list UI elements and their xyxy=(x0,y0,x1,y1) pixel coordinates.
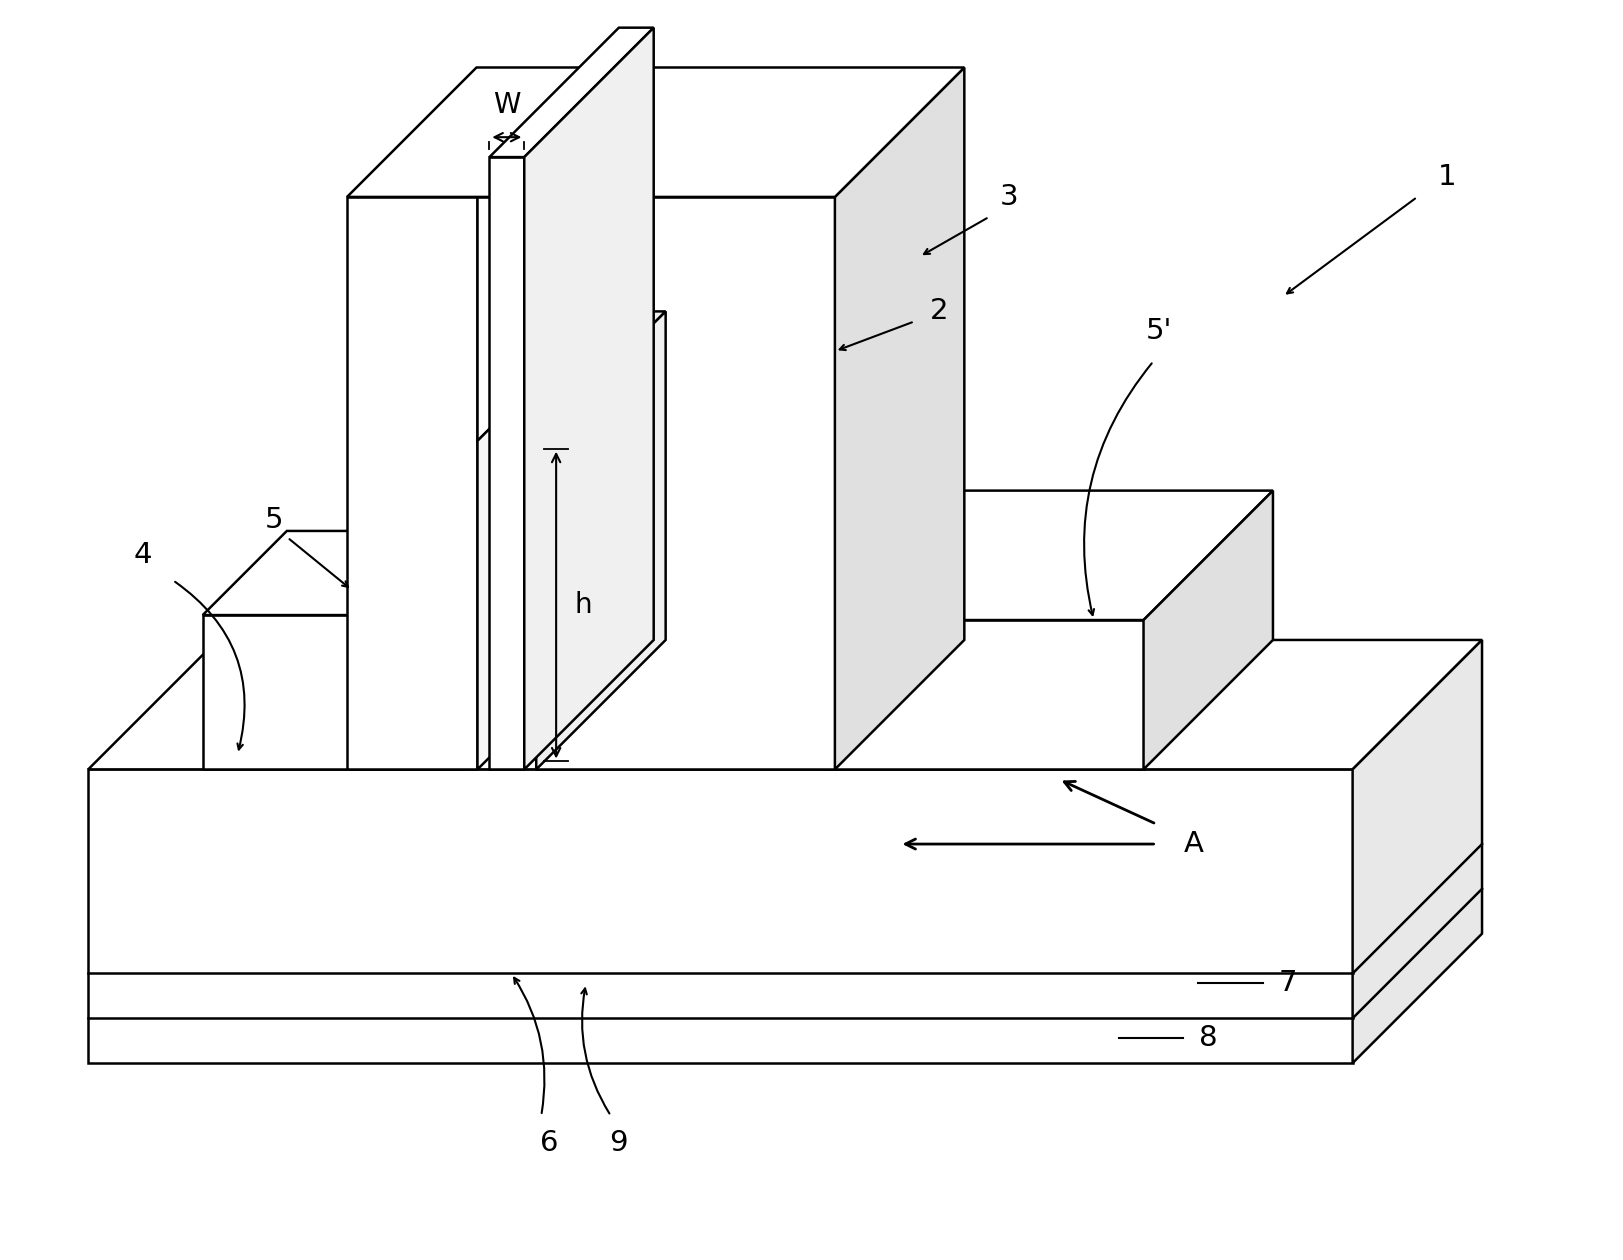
Polygon shape xyxy=(536,197,834,770)
Text: 8: 8 xyxy=(1198,1024,1217,1052)
Text: 6: 6 xyxy=(539,1129,558,1157)
Polygon shape xyxy=(489,28,654,158)
Polygon shape xyxy=(823,490,1272,620)
Text: 2: 2 xyxy=(930,297,948,325)
Polygon shape xyxy=(1143,490,1272,770)
Text: A: A xyxy=(1183,830,1203,858)
Polygon shape xyxy=(203,615,463,770)
Text: W: W xyxy=(493,91,521,120)
Polygon shape xyxy=(477,311,607,770)
Polygon shape xyxy=(489,158,524,770)
Text: 1: 1 xyxy=(1436,163,1456,192)
Polygon shape xyxy=(347,197,477,770)
Polygon shape xyxy=(463,530,547,770)
Polygon shape xyxy=(203,530,547,615)
Text: h: h xyxy=(573,591,591,619)
Text: 3: 3 xyxy=(1000,183,1018,210)
Polygon shape xyxy=(524,28,654,770)
Polygon shape xyxy=(536,311,665,770)
Text: 9: 9 xyxy=(609,1129,628,1157)
Text: 4: 4 xyxy=(133,542,153,570)
Polygon shape xyxy=(477,311,665,441)
Polygon shape xyxy=(823,620,1143,770)
Polygon shape xyxy=(88,770,1352,1063)
Polygon shape xyxy=(477,197,536,441)
Text: 5: 5 xyxy=(265,507,284,534)
Text: 5': 5' xyxy=(1144,318,1170,345)
Text: 7: 7 xyxy=(1277,969,1297,998)
Polygon shape xyxy=(1352,640,1482,1063)
Polygon shape xyxy=(834,68,964,770)
Polygon shape xyxy=(347,68,964,197)
Polygon shape xyxy=(88,640,1482,770)
